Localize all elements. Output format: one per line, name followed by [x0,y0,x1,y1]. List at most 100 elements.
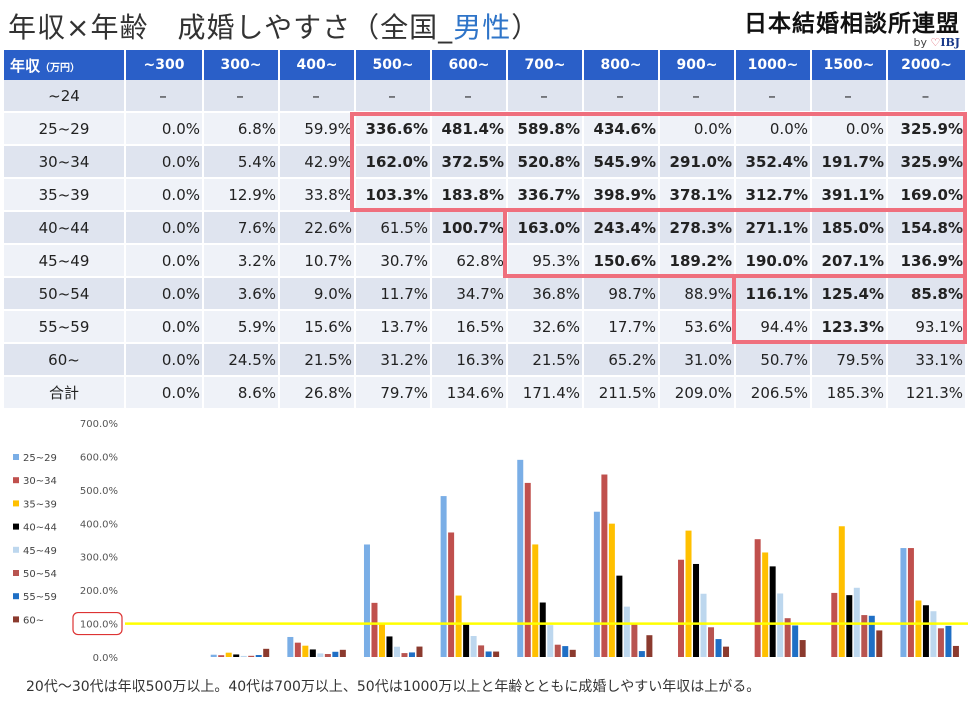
table-cell: 325.9% [887,145,967,179]
column-header: ~300 [125,50,204,80]
table-cell: 32.6% [507,310,584,344]
column-header: 2000~ [887,50,967,80]
bar [693,563,700,657]
column-header: 600~ [431,50,508,80]
table-cell: 95.3% [507,244,584,278]
table-row: 50~54 0.0% 3.6% 9.0% 11.7% 34.7% 36.8% 98.7% 88.… [4,277,967,311]
table-cell: 169.0% [887,178,967,212]
table-header: 年収（万円） ~300 300~ 400~ 500~ 600~ 700~ 800~ 900~ 10… [4,50,967,80]
table-row: 合計 0.0% 8.6% 26.8% 79.7% 134.6% 171.4% 211.5% 20… [4,376,967,410]
logo: 日本結婚相談所連盟 by ♡IBJ [744,4,960,49]
table-cell: 0.0% [125,310,204,344]
table-cell: 0.0% [125,178,204,212]
table-cell: 0.0% [125,244,204,278]
legend-swatch [13,570,19,576]
column-header: 900~ [659,50,736,80]
column-header: 1500~ [811,50,888,80]
table-row: 30~34 0.0% 5.4% 42.9% 162.0% 372.5% 520.8% 545.… [4,145,967,179]
table-cell: 312.7% [735,178,812,212]
bar [554,644,561,657]
table-cell: – [659,80,736,113]
table-cell: – [279,80,356,113]
bar [263,648,270,657]
table-cell: 85.8% [887,277,967,311]
bar [478,645,485,657]
y-tick-label: 700.0% [80,419,118,430]
table-cell: 481.4% [431,112,508,146]
bar [715,639,722,657]
bar [769,566,776,657]
table-cell: 42.9% [279,145,356,179]
table-row: 25~29 0.0% 6.8% 59.9% 336.6% 481.4% 589.8% 434.… [4,112,967,146]
table-row: ~24– – – – – – – – – – – [4,80,967,113]
bar [708,627,715,657]
row-label: 55~59 [4,310,126,344]
legend-label: 25~29 [23,453,57,464]
table-cell: 33.8% [279,178,356,212]
table-cell: 211.5% [583,376,660,410]
table-cell: 31.2% [355,343,432,377]
table-cell: 21.5% [507,343,584,377]
legend-swatch [13,477,19,484]
table-cell: 17.7% [583,310,660,344]
legend-label: 40~44 [23,523,57,534]
bar [930,611,937,657]
column-header: 1000~ [735,50,812,80]
bar [287,636,294,657]
table-cell: 183.8% [431,178,508,212]
table-cell: 0.0% [125,211,204,245]
table-cell: 5.9% [203,310,280,344]
table-cell: – [811,80,888,113]
table-cell: 336.7% [507,178,584,212]
legend-swatch [13,546,19,553]
bar [723,646,730,657]
table-cell: 12.9% [203,178,280,212]
title-end: ） [511,11,541,44]
bar [255,655,262,657]
column-header: 800~ [583,50,660,80]
table-cell: 336.6% [355,112,432,146]
table-cell: 94.4% [735,310,812,344]
title-accent: 男性 [453,11,512,44]
table-cell: 209.0% [659,376,736,410]
bar [393,646,400,657]
table-cell: 398.9% [583,178,660,212]
table-cell: 325.9% [887,112,967,146]
table-cell: 10.7% [279,244,356,278]
column-header: 500~ [355,50,432,80]
table-cell: 61.5% [355,211,432,245]
bar [416,646,423,657]
bar [332,651,339,657]
table-cell: 5.4% [203,145,280,179]
bar [455,595,462,657]
table-cell: 0.0% [735,112,812,146]
bar [922,605,929,657]
bar [678,559,685,657]
table-cell: 207.1% [811,244,888,278]
table-cell: 16.3% [431,343,508,377]
table-cell: 100.7% [431,211,508,245]
table-cell: – [125,80,204,113]
legend-swatch [13,523,19,530]
table-cell: 378.1% [659,178,736,212]
bar [401,653,408,657]
row-label: 60~ [4,343,126,377]
table-cell: 3.6% [203,277,280,311]
bar [685,530,692,657]
bar [524,482,531,657]
caption: 20代〜30代は年収500万以上。40代は700万以上、50代は1000万以上と… [26,679,761,695]
bar [861,615,868,657]
legend-label: 55~59 [23,592,57,603]
bar [608,523,615,657]
row-label: ~24 [4,80,126,113]
bar [371,602,378,657]
table-cell: 79.5% [811,343,888,377]
bar [601,474,608,657]
table-row: 40~44 0.0% 7.6% 22.6% 61.5% 100.7% 163.0% 243.4… [4,211,967,245]
table-cell: 0.0% [125,277,204,311]
bar [363,544,370,657]
y-tick-label: 600.0% [80,452,118,463]
bar [638,651,645,657]
table-cell: 545.9% [583,145,660,179]
table-cell: 22.6% [279,211,356,245]
